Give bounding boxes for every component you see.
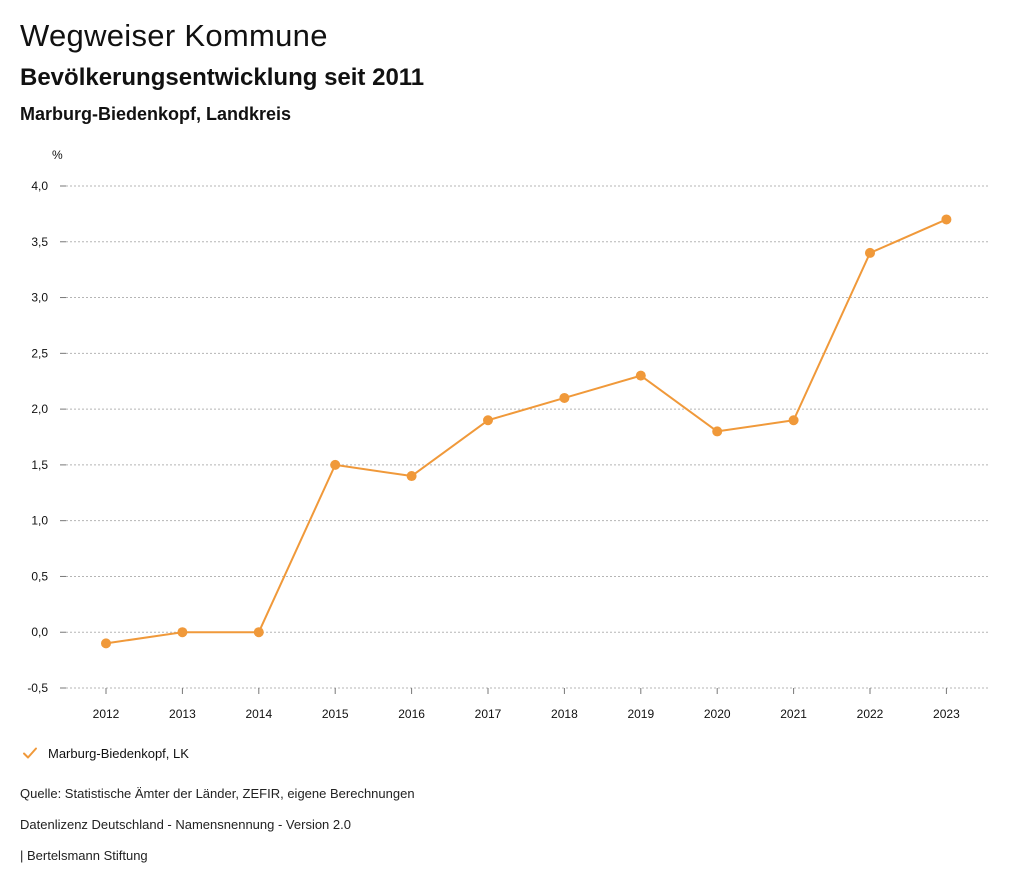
data-point [177, 627, 188, 638]
y-tick-label: 2,0 [31, 402, 48, 416]
y-tick-label: 4,0 [31, 179, 48, 193]
data-point [101, 638, 111, 649]
x-tick-label: 2023 [933, 707, 960, 721]
x-tick-label: 2013 [169, 707, 196, 721]
legend-label: Marburg-Biedenkopf, LK [48, 745, 189, 761]
y-tick-label: 0,5 [31, 569, 48, 583]
data-point [253, 627, 264, 638]
page-title: Wegweiser Kommune [20, 18, 328, 53]
check-icon [23, 747, 37, 759]
x-tick-label: 2014 [245, 707, 272, 721]
source-note: Quelle: Statistische Ämter der Länder, Z… [20, 786, 415, 801]
y-tick-label: 0,0 [31, 625, 48, 639]
data-point [865, 247, 875, 258]
x-tick-label: 2015 [322, 707, 349, 721]
x-tick-label: 2016 [398, 707, 425, 721]
x-tick-label: 2022 [857, 707, 884, 721]
data-point [406, 471, 417, 482]
data-point [788, 415, 799, 426]
x-tick-label: 2018 [551, 707, 578, 721]
x-tick-label: 2019 [627, 707, 654, 721]
y-tick-label: 3,5 [31, 235, 48, 249]
line-chart: % -0,5 0,0 0,5 1,0 1,5 2,0 2,5 3,0 3,5 4,0 2012 2013… [27, 148, 990, 721]
y-tick-label: 2,5 [31, 346, 48, 360]
y-tick-label: 1,0 [31, 514, 48, 528]
chart-subtitle: Bevölkerungsentwicklung seit 2011 [20, 64, 425, 91]
data-point [635, 370, 646, 381]
y-tick-label: 1,5 [31, 458, 48, 472]
data-point [712, 426, 723, 437]
chart-legend[interactable]: Marburg-Biedenkopf, LK [22, 745, 189, 761]
data-point [559, 392, 570, 403]
x-tick-label: 2017 [475, 707, 502, 721]
license-note: Datenlizenz Deutschland - Namensnennung … [20, 817, 351, 832]
x-tick-label: 2021 [780, 707, 807, 721]
y-tick-label: -0,5 [27, 681, 48, 695]
x-tick-label: 2012 [93, 707, 120, 721]
y-axis-unit: % [52, 148, 63, 162]
data-point [941, 214, 952, 225]
publisher-note: | Bertelsmann Stiftung [20, 848, 148, 863]
series-line [105, 218, 947, 645]
y-tick-label: 3,0 [31, 291, 48, 305]
data-point [483, 415, 493, 426]
x-tick-label: 2020 [704, 707, 731, 721]
region-label: Marburg-Biedenkopf, Landkreis [20, 104, 292, 124]
data-point [330, 459, 341, 470]
